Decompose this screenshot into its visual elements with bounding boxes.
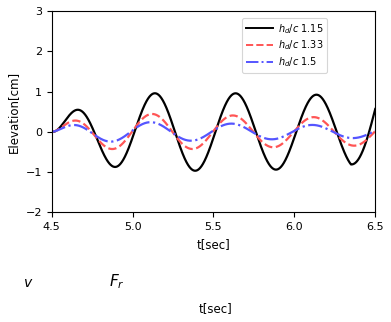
Text: $F_r$: $F_r$ — [109, 273, 125, 291]
Legend: $h_d/c$ 1.15, $h_d/c$ 1.33, $h_d/c$ 1.5: $h_d/c$ 1.15, $h_d/c$ 1.33, $h_d/c$ 1.5 — [242, 18, 327, 73]
Y-axis label: Elevation[cm]: Elevation[cm] — [7, 71, 20, 153]
Text: $v$: $v$ — [23, 276, 34, 289]
Text: t[sec]: t[sec] — [198, 302, 232, 315]
X-axis label: t[sec]: t[sec] — [197, 238, 230, 251]
